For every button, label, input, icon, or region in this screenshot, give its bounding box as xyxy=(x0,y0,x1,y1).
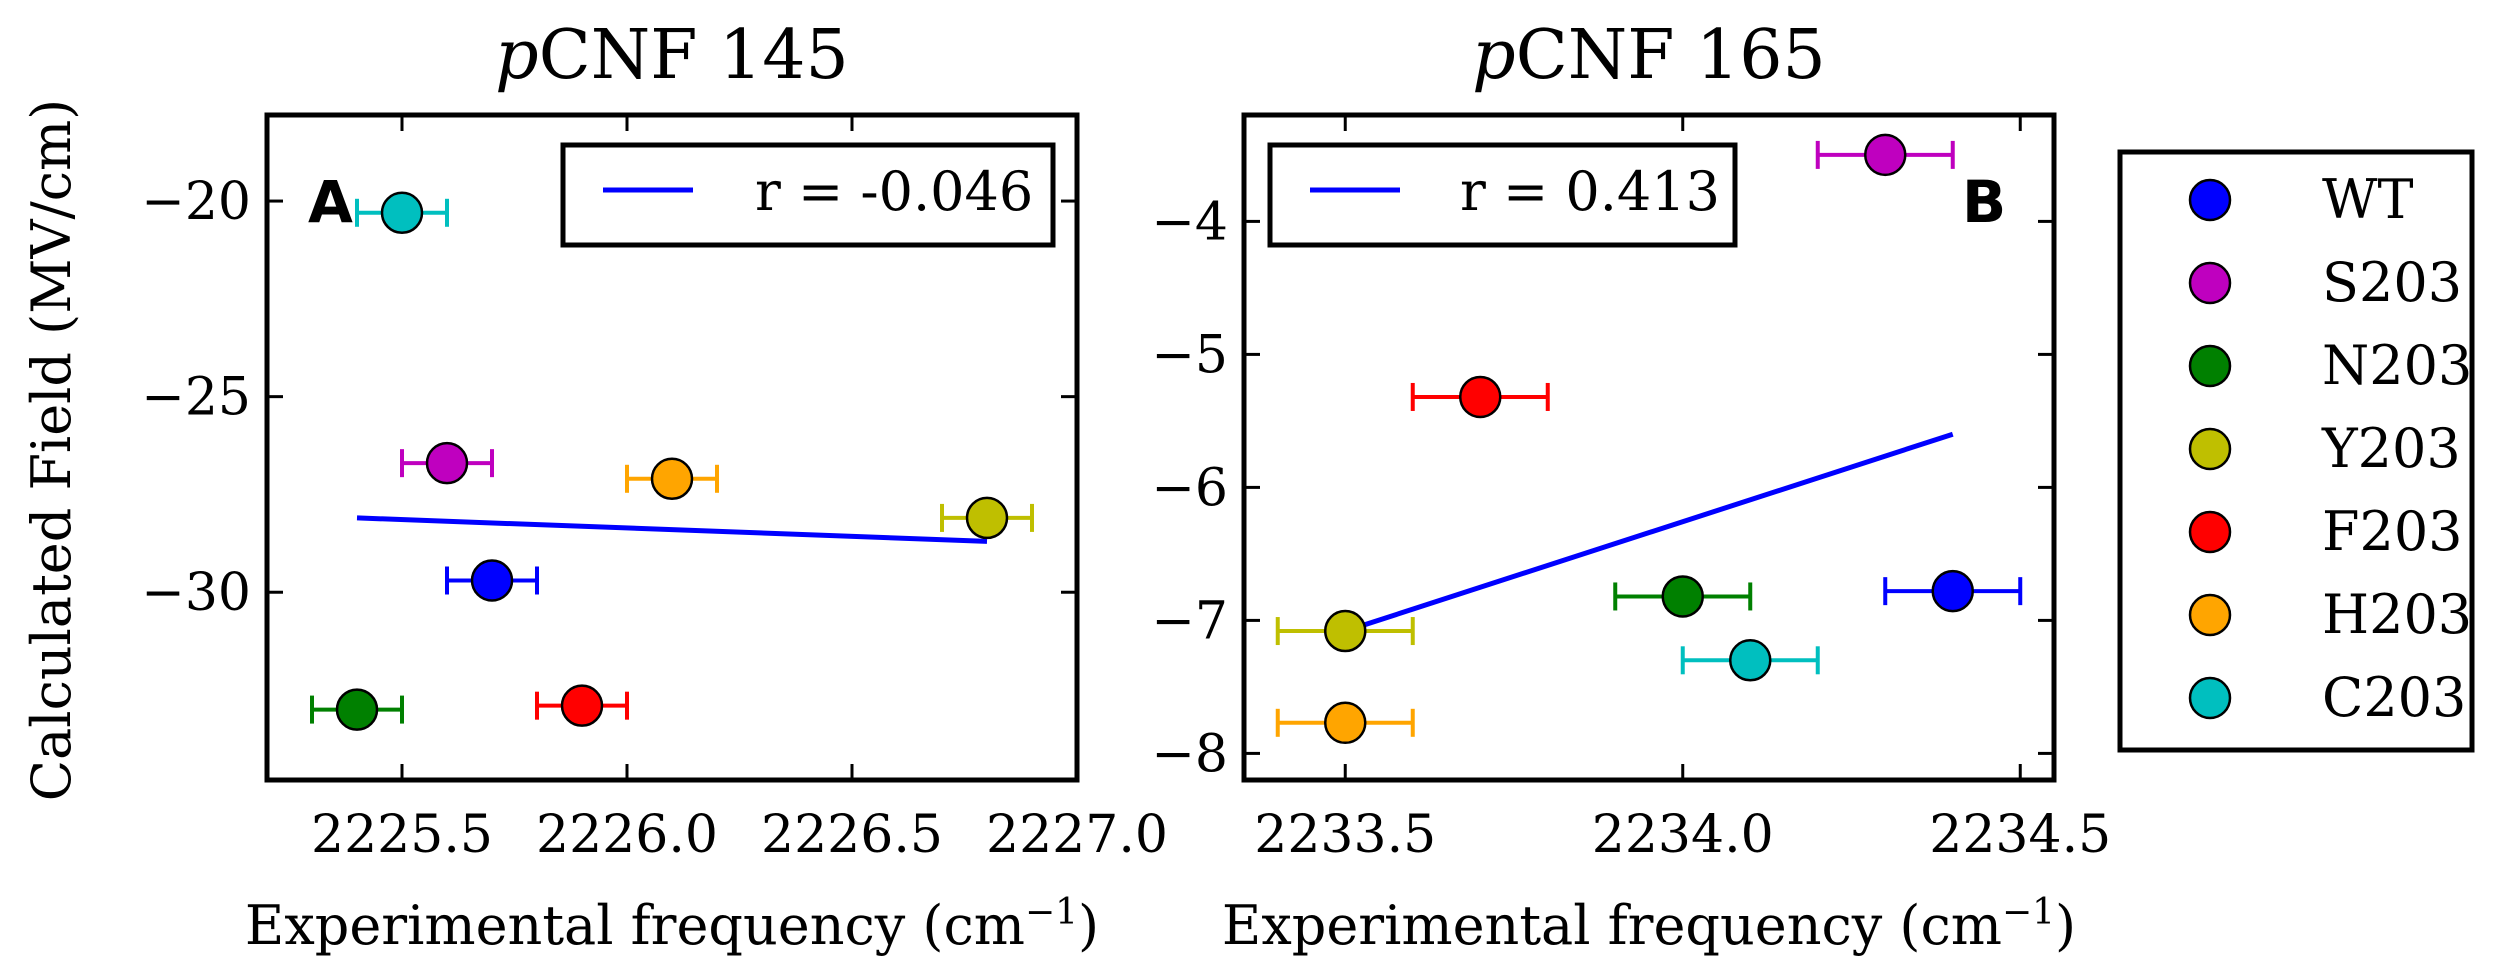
y-axis-label: Calculated Field (MV/cm) xyxy=(20,99,83,801)
panel-a: pCNF 145 2225.5 2226.0 2226.5 2227.0 −30 −25 −… xyxy=(141,16,1168,957)
panel-a-point-s203 xyxy=(425,441,469,485)
panel-a-fit-legend-box xyxy=(560,142,1056,248)
panel-b-point-y203 xyxy=(1324,609,1367,653)
sample-legend-box xyxy=(2117,149,2475,753)
panel-a-title-italic: p xyxy=(495,16,539,95)
panel-a-point-n203 xyxy=(335,688,379,731)
panel-a-xlabel-close: ) xyxy=(1078,894,1099,957)
panel-b-ytick-label: −5 xyxy=(1151,325,1228,385)
panel-b-point-f203 xyxy=(1459,375,1502,419)
panel-b-point-n203 xyxy=(1661,575,1704,618)
panel-a-xlabel-sup: −1 xyxy=(1025,892,1078,933)
legend-marker-f203 xyxy=(2188,510,2232,554)
panel-b-xtick-label: 2233.5 xyxy=(1254,805,1436,865)
sample-legend-items: WT S203 N203 Y203 F203 H203 C203 xyxy=(2188,168,2472,729)
panel-a-x-axis-label: Experimental frequency (cm−1) xyxy=(245,892,1099,958)
panel-a-fit-line xyxy=(356,515,988,544)
panel-b-point-h203 xyxy=(1324,701,1367,745)
panel-b-point-s203 xyxy=(1864,133,1907,177)
panel-a-title: pCNF 145 xyxy=(495,16,849,95)
panel-a-frame xyxy=(264,112,1080,783)
panel-b: pCNF 165 2233.5 2234.0 2234.5−8−7−6−5−4 B … xyxy=(1151,16,2111,957)
panel-a-xtick-label: 2225.5 xyxy=(311,805,493,865)
panel-b-title-rest: CNF 165 xyxy=(1516,16,1826,95)
panel-b-fit-legend-box xyxy=(1267,142,1738,248)
legend-label-h203: H203 xyxy=(2322,583,2472,646)
panel-a-point-f203 xyxy=(560,684,604,727)
panel-b-xtick-label: 2234.5 xyxy=(1929,805,2111,865)
sample-legend: WT S203 N203 Y203 F203 H203 C203 xyxy=(2117,149,2475,753)
legend-label-wt: WT xyxy=(2322,168,2414,231)
panel-a-point-c203 xyxy=(380,191,424,235)
panel-b-fit-legend-label: r = 0.413 xyxy=(1460,160,1720,223)
panel-b-x-axis-label: Experimental frequency (cm−1) xyxy=(1222,892,2076,958)
panel-b-fit-line xyxy=(1344,431,1954,634)
panel-b-ytick-label: −8 xyxy=(1151,724,1228,784)
panel-b-fit-legend: r = 0.413 xyxy=(1267,142,1738,248)
panel-a-xlabel-main: Experimental frequency (cm xyxy=(245,894,1025,957)
panel-a-ytick-label: −25 xyxy=(141,368,251,428)
panel-b-point-wt xyxy=(1931,569,1974,613)
panel-a-xtick-label: 2226.5 xyxy=(761,805,943,865)
panel-a-fit-legend: r = -0.046 xyxy=(560,142,1056,248)
panel-b-xlabel-close: ) xyxy=(2055,894,2076,957)
panel-b-label: B xyxy=(1962,168,2006,236)
panel-a-xtick-label: 2226.0 xyxy=(536,805,718,865)
panel-a-plot: 2225.5 2226.0 2226.5 2227.0 −30 −25 −20 xyxy=(141,115,1168,865)
legend-label-f203: F203 xyxy=(2322,500,2463,563)
panel-b-title: pCNF 165 xyxy=(1472,16,1826,95)
panel-a-point-y203 xyxy=(965,496,1009,540)
panel-b-plot: 2233.5 2234.0 2234.5 −8 −7 −6 −5 −4 xyxy=(1151,115,2111,865)
panel-a-ytick-label: −20 xyxy=(141,172,251,232)
legend-label-n203: N203 xyxy=(2322,334,2472,397)
legend-marker-c203 xyxy=(2188,676,2232,720)
panel-b-ytick-label: −4 xyxy=(1151,192,1228,252)
legend-label-y203: Y203 xyxy=(2321,417,2461,480)
panel-a-title-rest: CNF 145 xyxy=(539,16,849,95)
legend-marker-y203 xyxy=(2188,427,2232,471)
panel-a-xtick-label: 2227.0 xyxy=(986,805,1168,865)
legend-marker-wt xyxy=(2188,178,2232,222)
panel-a-label: A xyxy=(308,168,353,236)
panel-a-fit-legend-label: r = -0.046 xyxy=(755,160,1033,223)
legend-marker-n203 xyxy=(2188,344,2232,388)
legend-label-c203: C203 xyxy=(2322,666,2466,729)
panel-b-xlabel-main: Experimental frequency (cm xyxy=(1222,894,2002,957)
panel-b-point-c203 xyxy=(1729,639,1772,682)
panel-b-title-italic: p xyxy=(1472,16,1516,95)
panel-a-ytick-label: −30 xyxy=(141,563,251,623)
panel-b-ytick-label: −7 xyxy=(1151,591,1228,651)
panel-b-frame xyxy=(1241,112,2057,783)
panel-a-point-h203 xyxy=(650,457,694,501)
legend-marker-h203 xyxy=(2188,593,2232,637)
legend-label-s203: S203 xyxy=(2322,251,2462,314)
panel-b-ytick-label: −6 xyxy=(1151,458,1228,518)
panel-b-xtick-label: 2234.0 xyxy=(1592,805,1774,865)
panel-a-point-wt xyxy=(470,559,514,602)
legend-marker-s203 xyxy=(2188,261,2232,305)
panel-b-xlabel-sup: −1 xyxy=(2002,892,2055,933)
